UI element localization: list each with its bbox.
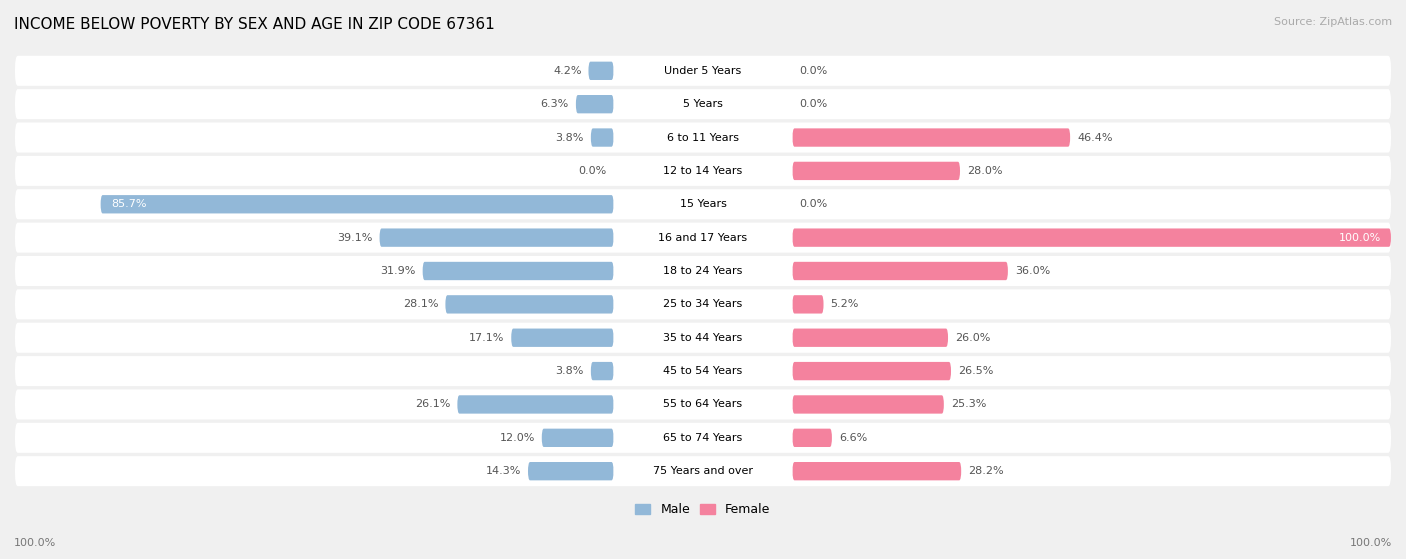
FancyBboxPatch shape	[793, 462, 962, 480]
FancyBboxPatch shape	[793, 295, 824, 314]
FancyBboxPatch shape	[15, 156, 1391, 186]
FancyBboxPatch shape	[613, 462, 793, 480]
Text: 100.0%: 100.0%	[1339, 233, 1381, 243]
Text: 28.2%: 28.2%	[969, 466, 1004, 476]
FancyBboxPatch shape	[613, 329, 793, 347]
FancyBboxPatch shape	[15, 290, 1391, 319]
Text: 3.8%: 3.8%	[555, 132, 583, 143]
Text: 16 and 17 Years: 16 and 17 Years	[658, 233, 748, 243]
FancyBboxPatch shape	[793, 262, 1008, 280]
Text: 45 to 54 Years: 45 to 54 Years	[664, 366, 742, 376]
FancyBboxPatch shape	[446, 295, 613, 314]
Text: 36.0%: 36.0%	[1015, 266, 1050, 276]
Text: Source: ZipAtlas.com: Source: ZipAtlas.com	[1274, 17, 1392, 27]
FancyBboxPatch shape	[589, 61, 613, 80]
FancyBboxPatch shape	[613, 295, 793, 314]
FancyBboxPatch shape	[591, 129, 613, 146]
FancyBboxPatch shape	[613, 262, 793, 280]
FancyBboxPatch shape	[15, 222, 1391, 253]
Text: 0.0%: 0.0%	[800, 199, 828, 209]
FancyBboxPatch shape	[15, 323, 1391, 353]
FancyBboxPatch shape	[613, 229, 793, 247]
FancyBboxPatch shape	[15, 356, 1391, 386]
Text: 65 to 74 Years: 65 to 74 Years	[664, 433, 742, 443]
Text: 6.3%: 6.3%	[541, 99, 569, 109]
FancyBboxPatch shape	[613, 162, 793, 180]
FancyBboxPatch shape	[613, 95, 793, 113]
Text: 100.0%: 100.0%	[14, 538, 56, 548]
Text: 25.3%: 25.3%	[950, 400, 986, 409]
FancyBboxPatch shape	[15, 56, 1391, 86]
Text: 100.0%: 100.0%	[1350, 538, 1392, 548]
Text: 31.9%: 31.9%	[381, 266, 416, 276]
FancyBboxPatch shape	[15, 390, 1391, 419]
Text: 12.0%: 12.0%	[499, 433, 534, 443]
FancyBboxPatch shape	[613, 61, 793, 80]
Text: 35 to 44 Years: 35 to 44 Years	[664, 333, 742, 343]
FancyBboxPatch shape	[613, 129, 793, 146]
Text: INCOME BELOW POVERTY BY SEX AND AGE IN ZIP CODE 67361: INCOME BELOW POVERTY BY SEX AND AGE IN Z…	[14, 17, 495, 32]
FancyBboxPatch shape	[15, 122, 1391, 153]
FancyBboxPatch shape	[613, 362, 793, 380]
Text: 26.1%: 26.1%	[415, 400, 450, 409]
Text: 5 Years: 5 Years	[683, 99, 723, 109]
Text: 5.2%: 5.2%	[831, 300, 859, 309]
Text: 55 to 64 Years: 55 to 64 Years	[664, 400, 742, 409]
Text: 3.8%: 3.8%	[555, 366, 583, 376]
FancyBboxPatch shape	[423, 262, 613, 280]
Text: 14.3%: 14.3%	[485, 466, 522, 476]
FancyBboxPatch shape	[512, 329, 613, 347]
FancyBboxPatch shape	[591, 362, 613, 380]
FancyBboxPatch shape	[15, 256, 1391, 286]
FancyBboxPatch shape	[793, 395, 943, 414]
FancyBboxPatch shape	[15, 456, 1391, 486]
Text: 12 to 14 Years: 12 to 14 Years	[664, 166, 742, 176]
Text: 0.0%: 0.0%	[578, 166, 606, 176]
FancyBboxPatch shape	[793, 362, 950, 380]
Text: 18 to 24 Years: 18 to 24 Years	[664, 266, 742, 276]
Text: 85.7%: 85.7%	[111, 199, 146, 209]
FancyBboxPatch shape	[613, 195, 793, 214]
Text: 39.1%: 39.1%	[337, 233, 373, 243]
FancyBboxPatch shape	[380, 229, 613, 247]
Text: 4.2%: 4.2%	[553, 66, 582, 76]
Text: 6.6%: 6.6%	[839, 433, 868, 443]
Text: 17.1%: 17.1%	[470, 333, 505, 343]
FancyBboxPatch shape	[576, 95, 613, 113]
Text: Under 5 Years: Under 5 Years	[665, 66, 741, 76]
Legend: Male, Female: Male, Female	[636, 503, 770, 517]
Text: 25 to 34 Years: 25 to 34 Years	[664, 300, 742, 309]
FancyBboxPatch shape	[529, 462, 613, 480]
Text: 28.1%: 28.1%	[404, 300, 439, 309]
Text: 6 to 11 Years: 6 to 11 Years	[666, 132, 740, 143]
Text: 46.4%: 46.4%	[1077, 132, 1112, 143]
FancyBboxPatch shape	[793, 162, 960, 180]
FancyBboxPatch shape	[541, 429, 613, 447]
FancyBboxPatch shape	[613, 395, 793, 414]
FancyBboxPatch shape	[793, 329, 948, 347]
Text: 26.5%: 26.5%	[957, 366, 993, 376]
FancyBboxPatch shape	[15, 89, 1391, 119]
Text: 28.0%: 28.0%	[967, 166, 1002, 176]
Text: 26.0%: 26.0%	[955, 333, 990, 343]
FancyBboxPatch shape	[793, 229, 1391, 247]
FancyBboxPatch shape	[457, 395, 613, 414]
Text: 0.0%: 0.0%	[800, 99, 828, 109]
FancyBboxPatch shape	[15, 190, 1391, 219]
Text: 75 Years and over: 75 Years and over	[652, 466, 754, 476]
FancyBboxPatch shape	[15, 423, 1391, 453]
FancyBboxPatch shape	[101, 195, 613, 214]
FancyBboxPatch shape	[613, 429, 793, 447]
FancyBboxPatch shape	[793, 429, 832, 447]
FancyBboxPatch shape	[793, 129, 1070, 146]
Text: 0.0%: 0.0%	[800, 66, 828, 76]
Text: 15 Years: 15 Years	[679, 199, 727, 209]
